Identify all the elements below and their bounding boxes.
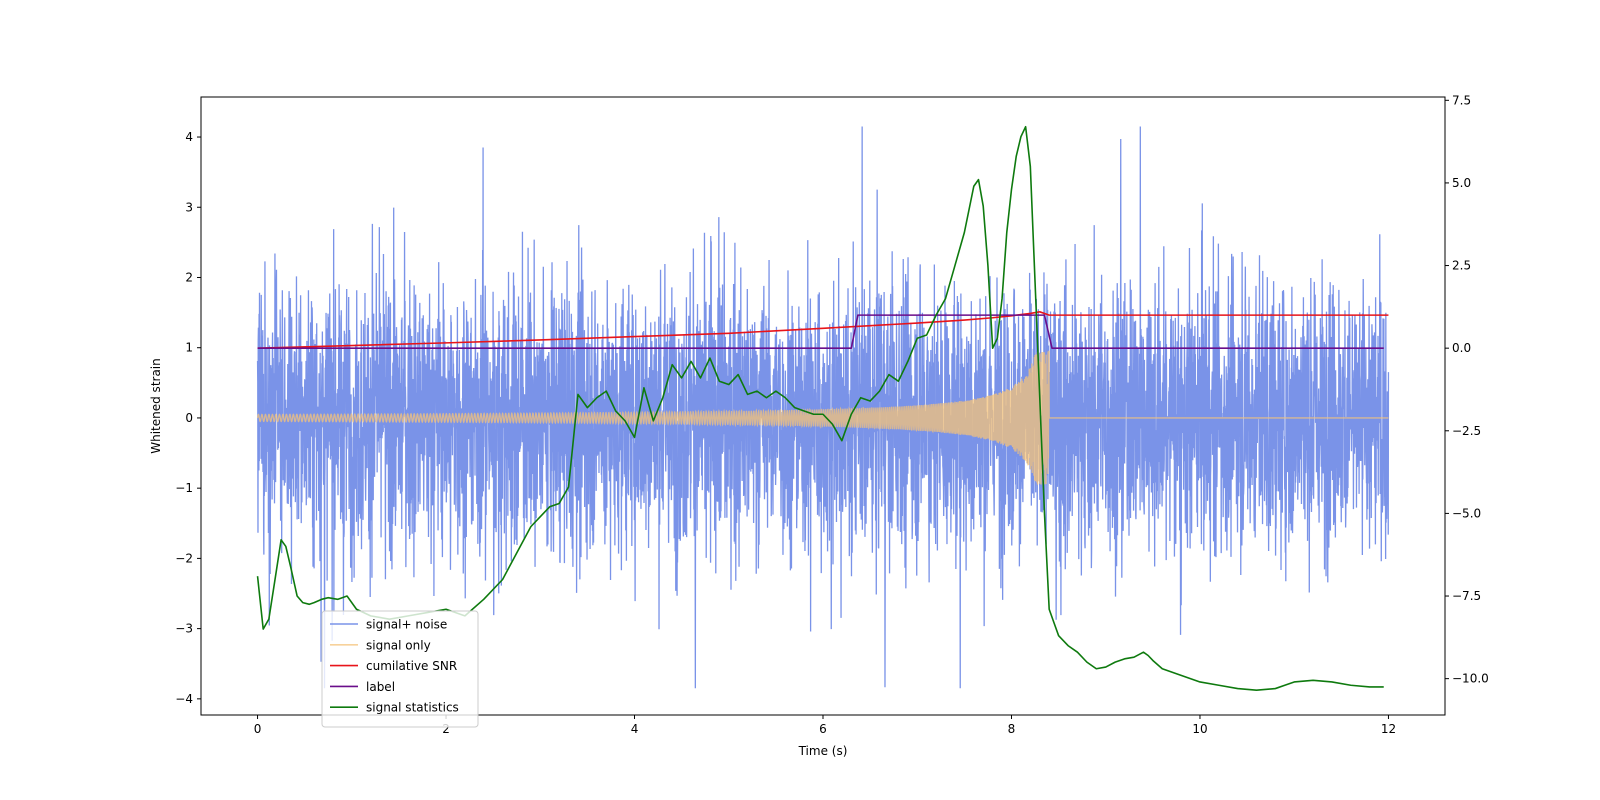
legend-label-signal-only: signal only [366, 638, 431, 652]
legend-label-label: label [366, 680, 395, 694]
x-tick-label: 4 [631, 722, 639, 736]
y2-tick-label: 2.5 [1452, 259, 1471, 273]
x-tick-label: 10 [1192, 722, 1207, 736]
series-cumilative-snr [257, 311, 1389, 349]
y2-tick-label: −2.5 [1452, 424, 1481, 438]
x-tick-label: 2 [442, 722, 450, 736]
x-tick-label: 8 [1008, 722, 1016, 736]
y2-tick-label: 7.5 [1452, 93, 1471, 107]
legend-label-signal-noise: signal+ noise [366, 618, 447, 632]
y-tick-label: −1 [175, 481, 193, 495]
legend-label-signal-statistics: signal statistics [366, 701, 459, 715]
legend-label-cumilative-snr: cumilative SNR [366, 659, 457, 673]
y-axis-label: Whitened strain [149, 358, 163, 454]
y-tick-label: −4 [175, 692, 193, 706]
x-axis-label: Time (s) [798, 744, 848, 758]
x-tick-label: 6 [819, 722, 827, 736]
y2-tick-label: −7.5 [1452, 589, 1481, 603]
legend: signal+ noise signal only cumilative SNR la… [321, 610, 479, 728]
x-tick-label: 0 [254, 722, 262, 736]
y-tick-label: 3 [185, 200, 193, 214]
y-tick-label: 0 [185, 411, 193, 425]
y-tick-label: −2 [175, 551, 193, 565]
y2-tick-label: 0.0 [1452, 341, 1471, 355]
y-tick-label: 4 [185, 130, 193, 144]
series-layer [256, 125, 1390, 692]
y-tick-label: 1 [185, 341, 193, 355]
axes-layer: 0 2 4 6 8 10 12−4−3−2−101234−10.0−7.5−5.0−2.50… [175, 93, 1488, 736]
y-tick-label: 2 [185, 270, 193, 284]
y2-tick-label: 5.0 [1452, 176, 1471, 190]
legend-box [321, 610, 479, 728]
series-label [257, 314, 1384, 349]
y-tick-label: −3 [175, 622, 193, 636]
y2-tick-label: −10.0 [1452, 672, 1489, 686]
y2-tick-label: −5.0 [1452, 506, 1481, 520]
x-tick-label: 12 [1381, 722, 1396, 736]
series-signal-noise [256, 126, 1390, 689]
